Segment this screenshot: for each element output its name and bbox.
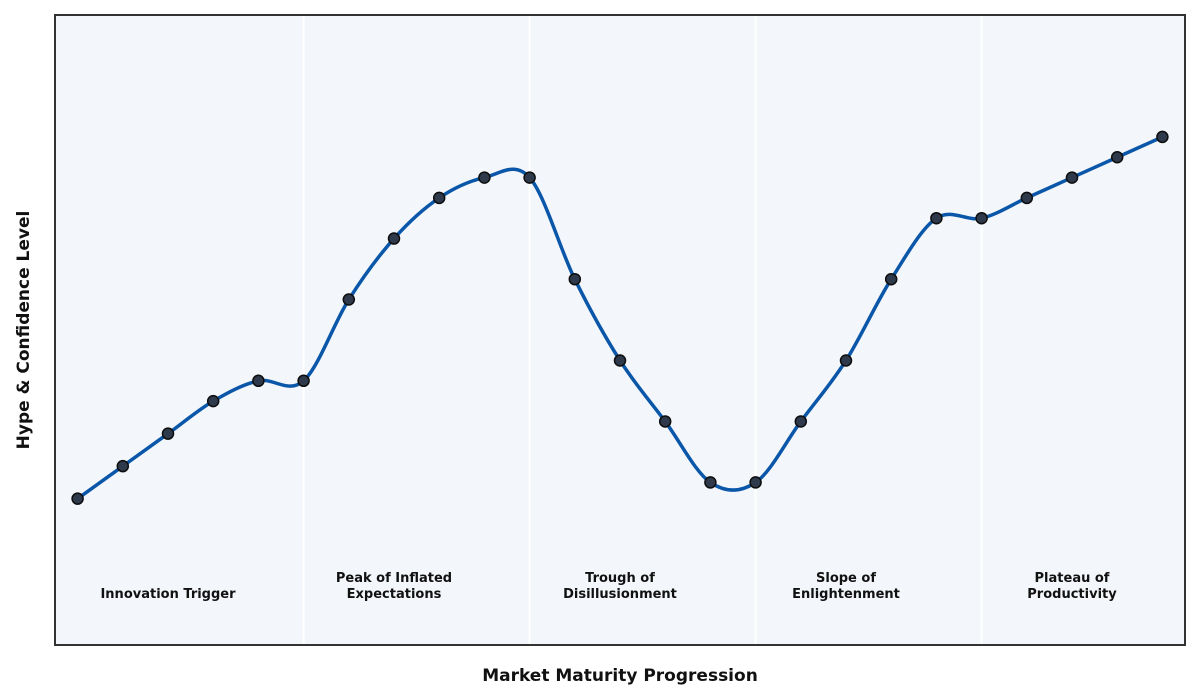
data-point: [975, 211, 988, 225]
phase-dividers: [302, 15, 983, 645]
phase-label: Expectations: [347, 587, 442, 602]
phase-label: Plateau of: [1035, 571, 1110, 586]
phase-label: Disillusionment: [563, 587, 677, 602]
data-point: [432, 191, 446, 205]
phase-label: Slope of: [816, 571, 876, 586]
phase-label: Trough of: [585, 571, 655, 586]
data-point: [884, 272, 898, 286]
data-point: [342, 293, 356, 306]
data-point: [478, 171, 491, 184]
phase-label: Productivity: [1027, 587, 1117, 602]
data-point: [658, 415, 672, 428]
data-point: [1065, 171, 1079, 184]
data-point: [206, 394, 220, 408]
phase-label: Innovation Trigger: [100, 587, 236, 602]
y-axis-label: Hype & Confidence Level: [14, 211, 34, 450]
data-point: [387, 232, 401, 245]
data-point: [749, 476, 762, 489]
data-point: [1156, 130, 1169, 144]
data-point: [116, 459, 130, 473]
data-point: [71, 492, 84, 505]
data-markers: [71, 130, 1169, 505]
data-point: [1110, 151, 1124, 164]
x-axis-label: Market Maturity Progression: [482, 666, 758, 686]
phase-labels: Innovation Trigger Peak of InflatedExpect…: [100, 571, 1117, 602]
data-point: [252, 374, 265, 388]
data-point: [161, 427, 175, 440]
plot-frame: [54, 14, 1186, 646]
data-point: [794, 415, 808, 428]
phase-label: Peak of Inflated: [336, 571, 452, 586]
data-point: [839, 354, 853, 367]
data-point: [568, 272, 582, 286]
phase-label: Enlightenment: [792, 587, 900, 602]
data-point: [1020, 191, 1034, 205]
data-point: [523, 171, 536, 184]
data-point: [613, 354, 627, 367]
data-point: [930, 211, 943, 225]
data-point: [704, 476, 717, 489]
data-point: [297, 374, 310, 388]
plot-background: [55, 15, 1185, 645]
